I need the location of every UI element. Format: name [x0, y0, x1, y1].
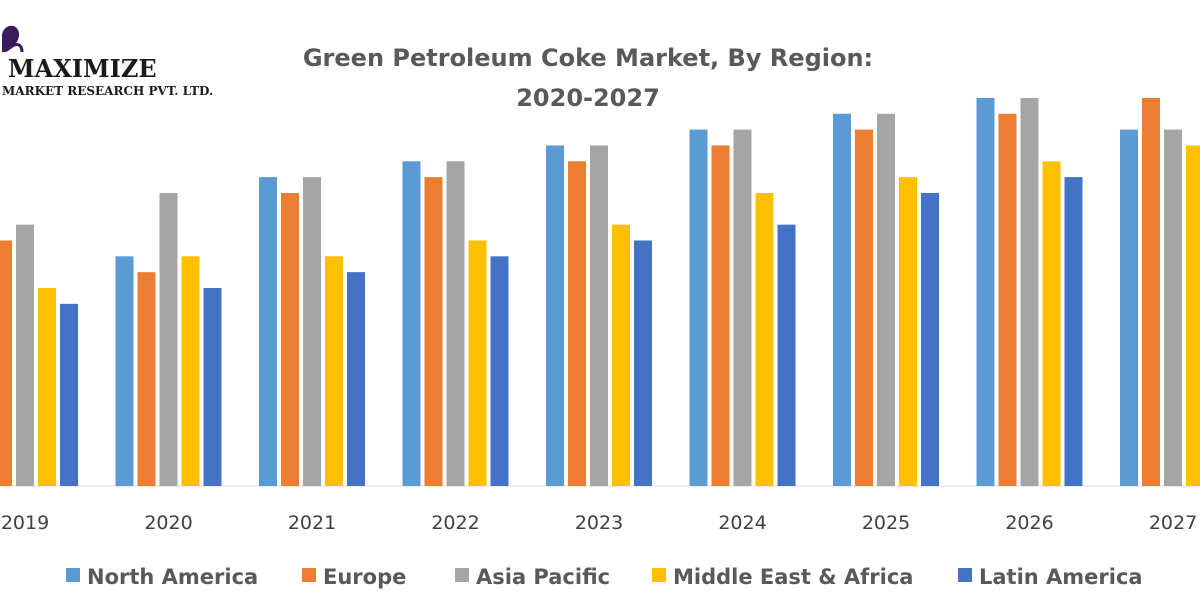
bar-europe-2027 [1142, 97, 1160, 487]
x-tick-label: 2023 [575, 512, 623, 534]
bar-latin-america-2022 [490, 256, 509, 486]
bar-middle-east-and-africa-2026 [1042, 161, 1061, 486]
bar-asia-pacific-2027 [1164, 129, 1182, 486]
bar-latin-america-2025 [921, 192, 939, 486]
chart-title-line-2: 2020-2027 [516, 84, 660, 112]
bar-europe-2024 [711, 145, 730, 486]
bar-middle-east-and-africa-2020 [181, 256, 200, 486]
bar-europe-2023 [568, 161, 586, 486]
legend-swatch [652, 568, 666, 582]
bar-latin-america-2026 [1064, 177, 1083, 486]
logo-mark-icon [2, 25, 24, 53]
bar-middle-east-and-africa-2022 [468, 240, 487, 486]
bar-north-america-2023 [546, 145, 564, 486]
x-tick-label: 2022 [431, 512, 479, 534]
bar-latin-america-2019 [60, 303, 78, 486]
bar-middle-east-and-africa-2021 [325, 256, 343, 486]
legend-label: North America [87, 565, 258, 589]
x-tick-label: 2025 [862, 512, 910, 534]
bar-europe-2021 [281, 192, 299, 486]
legend-label: Latin America [979, 565, 1143, 589]
legend-swatch [455, 568, 469, 582]
x-tick-label: 2020 [144, 512, 192, 534]
legend-swatch [66, 568, 80, 582]
bar-europe-2019 [0, 240, 12, 486]
bar-asia-pacific-2026 [1020, 97, 1039, 487]
bar-middle-east-and-africa-2025 [899, 177, 917, 486]
bar-asia-pacific-2022 [446, 161, 465, 486]
bar-north-america-2021 [259, 177, 277, 486]
bar-asia-pacific-2023 [590, 145, 608, 486]
bar-latin-america-2023 [634, 240, 652, 486]
x-tick-label: 2024 [718, 512, 766, 534]
bar-middle-east-and-africa-2024 [755, 192, 774, 486]
bar-north-america-2027 [1120, 129, 1138, 486]
legend-item-middle-east-and-africa: Middle East & Africa [652, 565, 913, 589]
bar-latin-america-2020 [203, 288, 222, 486]
legend-swatch [302, 568, 316, 582]
x-tick-label: 2027 [1149, 512, 1197, 534]
bar-europe-2025 [855, 129, 873, 486]
x-tick-labels: 2019 2020 2021 2022 2023 2024 2025 2026 2027 [1, 512, 1197, 534]
x-tick-label: 2019 [1, 512, 49, 534]
x-tick-label: 2026 [1005, 512, 1053, 534]
bar-asia-pacific-2020 [159, 192, 178, 486]
bar-asia-pacific-2024 [733, 129, 752, 486]
bar-north-america-2024 [689, 129, 708, 486]
legend: North America Europe Asia Pacific Middle Ea… [66, 565, 1143, 589]
legend-label: Middle East & Africa [673, 565, 913, 589]
chart-title-line-1: Green Petroleum Coke Market, By Region: [303, 44, 873, 72]
bar-middle-east-and-africa-2023 [612, 224, 630, 486]
bar-latin-america-2024 [777, 224, 796, 486]
bar-north-america-2026 [976, 97, 995, 487]
bar-north-america-2025 [833, 113, 851, 486]
bar-asia-pacific-2021 [303, 177, 321, 486]
legend-label: Europe [323, 565, 406, 589]
legend-item-latin-america: Latin America [958, 565, 1143, 589]
bar-europe-2022 [424, 177, 443, 486]
bar-middle-east-and-africa-2019 [38, 288, 56, 486]
legend-label: Asia Pacific [476, 565, 610, 589]
bar-middle-east-and-africa-2027 [1186, 145, 1200, 486]
bar-latin-america-2021 [347, 272, 365, 486]
legend-swatch [958, 568, 972, 582]
legend-item-europe: Europe [302, 565, 406, 589]
legend-item-north-america: North America [66, 565, 258, 589]
bars-group [0, 97, 1200, 487]
legend-item-asia-pacific: Asia Pacific [455, 565, 610, 589]
bar-europe-2020 [137, 272, 156, 486]
bar-asia-pacific-2019 [16, 224, 34, 486]
logo-name: MAXIMIZE [8, 54, 157, 83]
bar-europe-2026 [998, 113, 1017, 486]
bar-north-america-2020 [115, 256, 134, 486]
bar-asia-pacific-2025 [877, 113, 895, 486]
x-tick-label: 2021 [288, 512, 336, 534]
company-logo: MAXIMIZE MARKET RESEARCH PVT. LTD. [2, 25, 213, 98]
logo-tagline: MARKET RESEARCH PVT. LTD. [2, 84, 213, 98]
bar-north-america-2022 [402, 161, 421, 486]
